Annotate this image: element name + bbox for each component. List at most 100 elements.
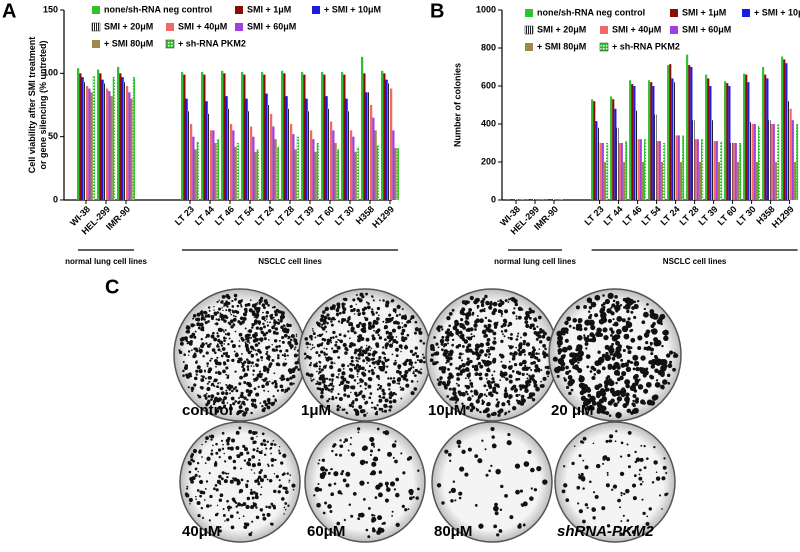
bar bbox=[736, 162, 740, 200]
colony bbox=[226, 518, 230, 522]
colony bbox=[265, 505, 268, 509]
colony bbox=[286, 472, 289, 475]
colony bbox=[576, 485, 581, 490]
colony bbox=[564, 338, 569, 343]
colony bbox=[206, 313, 211, 318]
bar bbox=[511, 199, 514, 200]
colony bbox=[361, 394, 366, 399]
legend-swatch bbox=[92, 40, 100, 48]
bar bbox=[232, 130, 235, 200]
colony bbox=[341, 470, 345, 473]
colony bbox=[430, 346, 435, 351]
colony bbox=[371, 371, 375, 376]
colony bbox=[223, 452, 225, 455]
bar bbox=[327, 108, 330, 200]
colony bbox=[266, 324, 270, 327]
colony bbox=[460, 359, 463, 362]
colony bbox=[395, 354, 399, 358]
colony bbox=[487, 369, 491, 373]
colony bbox=[187, 350, 191, 353]
colony bbox=[655, 358, 662, 365]
colony bbox=[286, 354, 289, 357]
colony bbox=[281, 340, 285, 344]
colony bbox=[230, 313, 233, 316]
x-tick-label: H1299 bbox=[370, 204, 396, 230]
colony bbox=[354, 408, 358, 413]
colony bbox=[206, 456, 211, 460]
colony bbox=[462, 353, 464, 355]
colony bbox=[514, 463, 521, 469]
colony bbox=[640, 444, 643, 447]
colony bbox=[504, 309, 509, 314]
colony bbox=[519, 387, 523, 391]
colony bbox=[232, 317, 237, 322]
colony bbox=[218, 498, 223, 502]
bar bbox=[201, 72, 204, 200]
colony bbox=[454, 321, 460, 327]
colony bbox=[467, 447, 472, 452]
colony bbox=[207, 376, 211, 379]
colony bbox=[371, 336, 376, 341]
colony bbox=[268, 339, 270, 341]
colony bbox=[271, 313, 274, 316]
colony bbox=[388, 408, 392, 412]
colony bbox=[450, 396, 455, 401]
colony bbox=[490, 464, 493, 467]
colony bbox=[241, 365, 244, 369]
colony bbox=[195, 373, 198, 376]
colony bbox=[255, 515, 260, 520]
colony bbox=[203, 311, 208, 315]
colony bbox=[455, 345, 460, 349]
colony bbox=[235, 505, 238, 508]
colony bbox=[476, 315, 479, 317]
colony bbox=[577, 336, 580, 340]
bar bbox=[774, 162, 778, 200]
colony bbox=[485, 395, 488, 398]
x-tick-label: LT 44 bbox=[193, 204, 216, 227]
colony bbox=[621, 387, 626, 392]
colony bbox=[483, 384, 487, 388]
colony bbox=[484, 333, 488, 338]
colony bbox=[356, 308, 360, 313]
colony bbox=[480, 299, 485, 305]
colony bbox=[277, 309, 281, 314]
colony bbox=[499, 379, 502, 382]
colony bbox=[499, 372, 504, 377]
colony bbox=[241, 400, 246, 405]
colony bbox=[400, 452, 403, 455]
colony bbox=[449, 362, 453, 366]
colony bbox=[477, 345, 481, 348]
colony bbox=[227, 446, 231, 450]
bar bbox=[274, 139, 277, 200]
colony bbox=[315, 351, 319, 355]
colony bbox=[448, 372, 453, 377]
colony bbox=[450, 487, 456, 494]
colony bbox=[185, 329, 191, 334]
colony bbox=[238, 396, 241, 399]
bar bbox=[793, 162, 797, 200]
colony bbox=[632, 403, 636, 408]
colony bbox=[194, 360, 198, 364]
colony bbox=[364, 401, 368, 405]
colony bbox=[526, 342, 529, 345]
colony bbox=[485, 341, 490, 347]
colony bbox=[241, 338, 245, 342]
colony bbox=[632, 354, 639, 361]
bar bbox=[267, 105, 270, 200]
colony bbox=[252, 502, 257, 507]
colony bbox=[378, 336, 383, 340]
colony bbox=[614, 295, 618, 299]
bar bbox=[365, 92, 368, 200]
colony bbox=[506, 440, 512, 446]
colony bbox=[219, 483, 222, 486]
colony bbox=[218, 327, 223, 333]
colony bbox=[417, 371, 420, 374]
colony bbox=[287, 328, 289, 331]
colony bbox=[348, 315, 351, 319]
colony bbox=[610, 330, 615, 334]
colony bbox=[496, 533, 500, 537]
colony bbox=[342, 478, 347, 483]
colony bbox=[217, 348, 221, 352]
colony bbox=[590, 301, 597, 308]
colony bbox=[242, 515, 245, 518]
